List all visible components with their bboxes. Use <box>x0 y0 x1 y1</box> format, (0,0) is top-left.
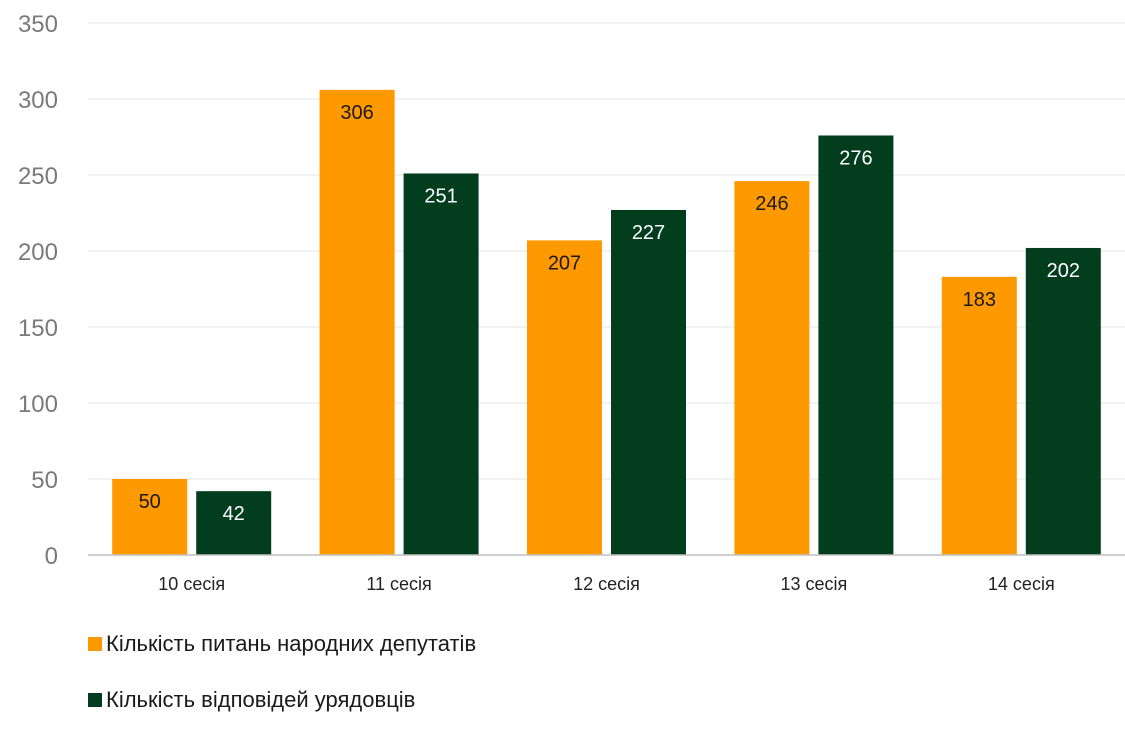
data-label: 202 <box>1047 260 1080 282</box>
data-label: 276 <box>839 147 872 169</box>
data-label: 207 <box>548 252 581 274</box>
x-category-label: 12 сесія <box>573 574 640 594</box>
y-tick-label: 350 <box>18 11 58 38</box>
bar <box>1025 247 1101 555</box>
chart-container: 0 50 100 150 200 250 300 350 50 42 10 сесія 306 251 1… <box>18 11 1125 712</box>
bar <box>734 181 810 555</box>
legend-swatch-orange <box>88 637 102 651</box>
legend-label-questions: Кількість питань народних депутатів <box>106 631 477 656</box>
bar <box>527 240 602 556</box>
legend-swatch-green <box>88 693 102 707</box>
x-category-label: 14 сесія <box>988 574 1055 594</box>
y-tick-label: 150 <box>18 315 58 342</box>
bar <box>112 479 188 555</box>
x-category-label: 11 сесія <box>366 574 431 594</box>
data-label: 42 <box>223 503 245 525</box>
x-category-label: 13 сесія <box>781 574 848 594</box>
legend-label-answers: Кількість відповідей урядовців <box>106 687 416 712</box>
bar <box>319 89 395 555</box>
y-tick-label: 50 <box>31 467 58 494</box>
bar <box>941 276 1017 555</box>
bar <box>196 491 272 555</box>
data-label: 251 <box>424 185 457 207</box>
data-label: 183 <box>963 289 996 311</box>
x-category-label: 10 сесія <box>158 574 225 594</box>
data-label: 306 <box>340 102 373 124</box>
data-label: 227 <box>632 222 665 244</box>
legend: Кількість питань народних депутатів Кіль… <box>88 628 476 740</box>
bar <box>611 209 686 555</box>
y-tick-label: 250 <box>18 163 58 190</box>
y-tick-label: 0 <box>45 543 58 570</box>
data-label: 50 <box>139 491 161 513</box>
y-tick-label: 200 <box>18 239 58 266</box>
y-tick-label: 100 <box>18 391 58 418</box>
data-label: 246 <box>755 193 788 215</box>
y-tick-label: 300 <box>18 87 58 114</box>
legend-item-questions: Кількість питань народних депутатів <box>88 628 476 660</box>
bar-chart: 0 50 100 150 200 250 300 350 50 42 10 сесія 306 251 1… <box>18 11 1125 594</box>
bar <box>818 135 894 556</box>
legend-item-answers: Кількість відповідей урядовців <box>88 684 476 716</box>
bar <box>403 173 479 556</box>
